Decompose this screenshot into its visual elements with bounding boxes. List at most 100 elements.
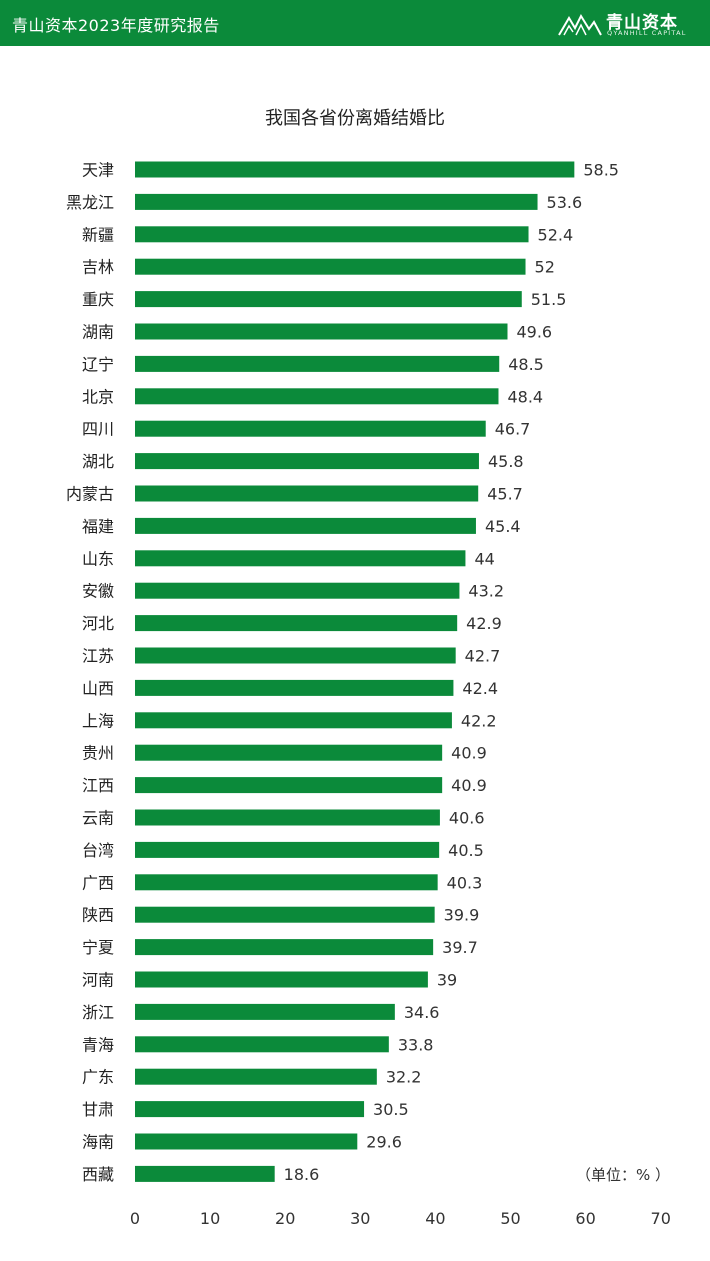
unit-label: （单位：% ） bbox=[576, 1166, 671, 1184]
category-label: 天津 bbox=[82, 161, 114, 180]
bar bbox=[135, 388, 499, 405]
bar bbox=[135, 647, 456, 664]
category-label: 浙江 bbox=[82, 1003, 114, 1022]
bar bbox=[135, 355, 500, 372]
category-label: 安徽 bbox=[82, 582, 114, 601]
bar bbox=[135, 291, 522, 308]
data-label: 39.7 bbox=[442, 938, 478, 957]
data-label: 42.9 bbox=[466, 614, 502, 633]
category-label: 贵州 bbox=[82, 744, 114, 763]
data-label: 48.4 bbox=[507, 387, 543, 406]
bar bbox=[135, 615, 458, 632]
data-label: 45.8 bbox=[488, 452, 524, 471]
category-label: 云南 bbox=[82, 809, 114, 828]
bar bbox=[135, 1165, 275, 1182]
header-bar: 青山资本2023年度研究报告 青山资本 QYANHILL CAPITAL bbox=[0, 0, 710, 46]
category-label: 甘肃 bbox=[82, 1100, 114, 1119]
bar bbox=[135, 809, 440, 826]
category-label: 海南 bbox=[82, 1133, 114, 1152]
data-label: 42.2 bbox=[461, 711, 497, 730]
x-tick-label: 40 bbox=[425, 1209, 445, 1228]
bar bbox=[135, 841, 440, 858]
bar bbox=[135, 582, 460, 599]
category-label: 陕西 bbox=[82, 906, 114, 925]
bar bbox=[135, 1003, 395, 1020]
data-label: 52.4 bbox=[538, 225, 574, 244]
category-label: 河北 bbox=[82, 614, 114, 633]
bar bbox=[135, 939, 434, 956]
bar-chart: 天津 58.5 黑龙江 53.6 新疆 52.4 吉林 52 重庆 51.5 湖南 49.6 辽宁 48.… bbox=[66, 161, 671, 1229]
bar bbox=[135, 550, 466, 567]
x-tick-label: 10 bbox=[200, 1209, 220, 1228]
brand-name: 青山资本 bbox=[606, 13, 678, 33]
category-label: 吉林 bbox=[82, 258, 114, 277]
category-label: 江苏 bbox=[82, 647, 114, 666]
data-label: 53.6 bbox=[547, 193, 583, 212]
category-label: 重庆 bbox=[82, 290, 114, 309]
data-label: 49.6 bbox=[516, 323, 552, 342]
bar bbox=[135, 744, 443, 761]
bar bbox=[135, 971, 428, 988]
x-tick-label: 70 bbox=[651, 1209, 671, 1228]
bar bbox=[135, 517, 476, 534]
data-label: 52 bbox=[535, 258, 555, 277]
category-label: 黑龙江 bbox=[66, 193, 114, 212]
x-tick-label: 50 bbox=[500, 1209, 520, 1228]
data-label: 42.4 bbox=[462, 679, 498, 698]
mountain-logo-icon bbox=[558, 13, 602, 36]
data-label: 51.5 bbox=[531, 290, 567, 309]
data-label: 39.9 bbox=[444, 906, 480, 925]
category-label: 内蒙古 bbox=[66, 485, 114, 504]
x-tick-label: 20 bbox=[275, 1209, 295, 1228]
data-label: 45.7 bbox=[487, 485, 523, 504]
bar bbox=[135, 1133, 358, 1150]
category-label: 江西 bbox=[82, 776, 114, 795]
data-label: 32.2 bbox=[386, 1068, 422, 1087]
bar bbox=[135, 1101, 365, 1118]
data-label: 34.6 bbox=[404, 1003, 440, 1022]
category-label: 西藏 bbox=[82, 1165, 114, 1184]
category-label: 福建 bbox=[82, 517, 114, 536]
data-label: 40.6 bbox=[449, 809, 485, 828]
data-label: 46.7 bbox=[495, 420, 531, 439]
data-label: 58.5 bbox=[583, 161, 619, 180]
category-label: 广西 bbox=[82, 873, 114, 892]
category-label: 台湾 bbox=[82, 841, 114, 860]
data-label: 45.4 bbox=[485, 517, 521, 536]
category-label: 山东 bbox=[82, 549, 114, 568]
category-label: 湖北 bbox=[82, 452, 114, 471]
x-tick-label: 60 bbox=[575, 1209, 595, 1228]
chart-title: 我国各省份离婚结婚比 bbox=[265, 108, 445, 129]
category-label: 宁夏 bbox=[82, 938, 114, 957]
category-label: 北京 bbox=[82, 387, 114, 406]
data-label: 30.5 bbox=[373, 1100, 409, 1119]
category-label: 广东 bbox=[82, 1068, 114, 1087]
category-label: 新疆 bbox=[82, 225, 114, 244]
data-label: 29.6 bbox=[366, 1133, 402, 1152]
bar bbox=[135, 193, 538, 210]
x-tick-label: 0 bbox=[130, 1209, 140, 1228]
bar bbox=[135, 1068, 377, 1085]
data-label: 48.5 bbox=[508, 355, 544, 374]
bar bbox=[135, 420, 486, 437]
category-label: 河南 bbox=[82, 971, 114, 990]
data-label: 40.9 bbox=[451, 744, 487, 763]
data-label: 43.2 bbox=[468, 582, 504, 601]
bar bbox=[135, 777, 443, 794]
brand: 青山资本 QYANHILL CAPITAL bbox=[558, 6, 688, 40]
category-label: 辽宁 bbox=[82, 355, 114, 374]
bar bbox=[135, 1036, 389, 1053]
data-label: 40.5 bbox=[448, 841, 484, 860]
category-label: 上海 bbox=[82, 711, 114, 730]
data-label: 33.8 bbox=[398, 1035, 434, 1054]
category-label: 山西 bbox=[82, 679, 114, 698]
data-label: 42.7 bbox=[465, 647, 501, 666]
data-label: 18.6 bbox=[284, 1165, 320, 1184]
bar bbox=[135, 679, 454, 696]
x-tick-label: 30 bbox=[350, 1209, 370, 1228]
category-label: 湖南 bbox=[82, 323, 114, 342]
bar bbox=[135, 906, 435, 923]
bar bbox=[135, 453, 479, 470]
bar bbox=[135, 226, 529, 243]
category-label: 四川 bbox=[82, 420, 114, 439]
